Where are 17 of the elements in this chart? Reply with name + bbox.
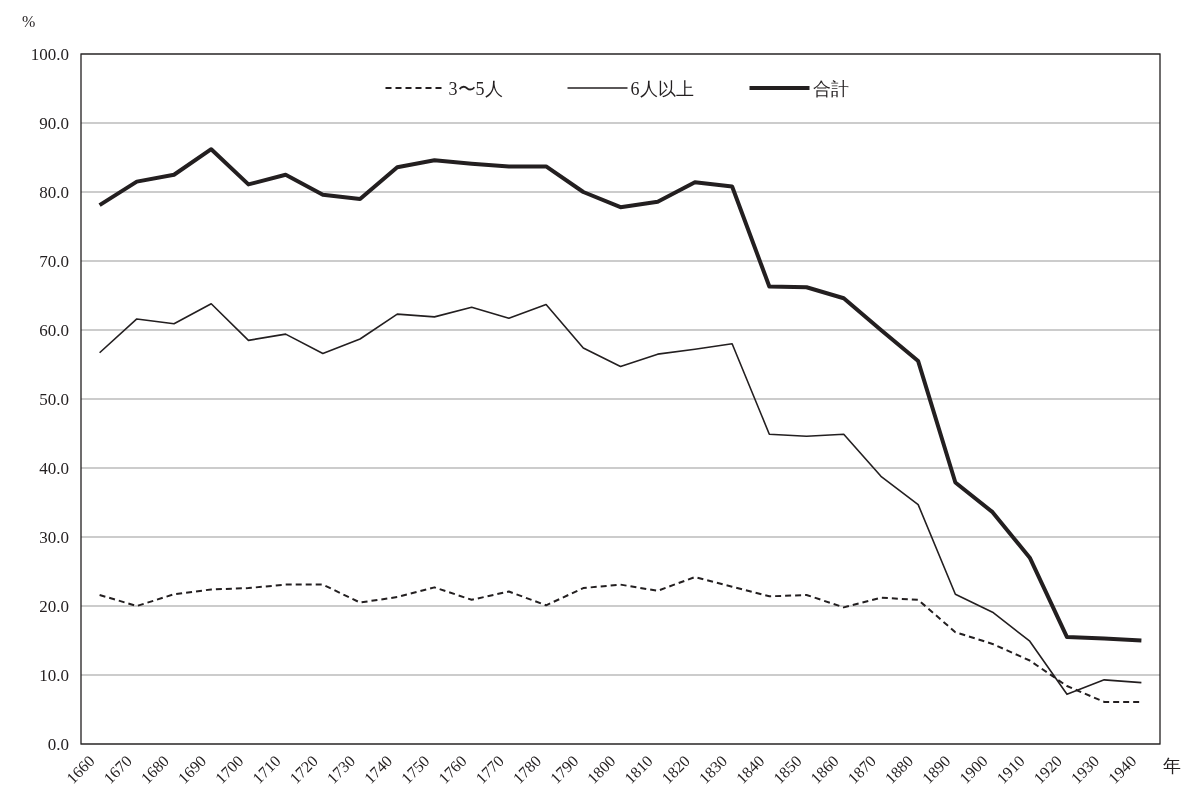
y-tick-label: 30.0	[39, 528, 69, 547]
legend-label: 合計	[812, 79, 849, 99]
y-tick-label: 70.0	[39, 252, 69, 271]
y-tick-label: 50.0	[39, 390, 69, 409]
y-tick-label: 10.0	[39, 666, 69, 685]
y-tick-label: 0.0	[47, 735, 69, 754]
y-tick-label: 60.0	[39, 321, 69, 340]
line-series	[97, 147, 1144, 643]
y-tick-label: 100.0	[30, 45, 69, 64]
legend-label: 3〜5人	[448, 79, 503, 99]
y-axis-title: %	[22, 13, 36, 30]
y-tick-label: 40.0	[39, 459, 69, 478]
y-tick-label: 80.0	[39, 183, 69, 202]
y-tick-label: 20.0	[39, 597, 69, 616]
y-tick-label: 90.0	[39, 114, 69, 133]
legend-label: 6人以上	[630, 79, 694, 99]
x-axis-title: 年	[1163, 756, 1181, 776]
